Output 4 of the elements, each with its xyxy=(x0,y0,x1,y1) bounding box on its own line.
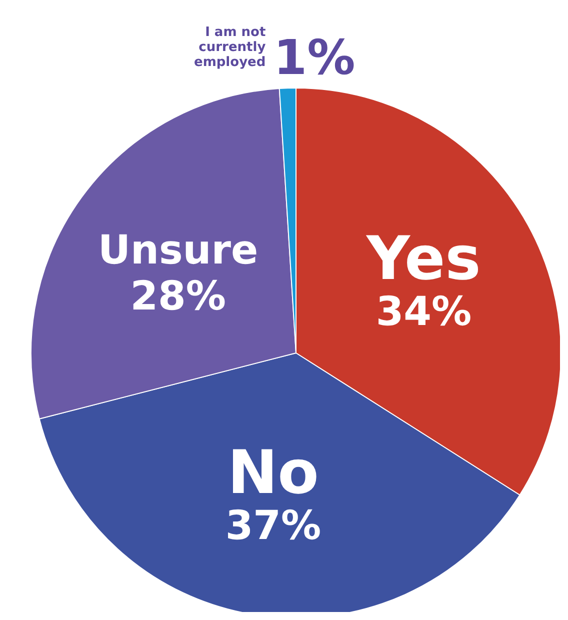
slice-label: Unsure xyxy=(98,227,258,274)
slice-label: I am not currently employed xyxy=(194,25,266,70)
data-label: 1% xyxy=(274,30,356,86)
data-label: 28% xyxy=(130,273,226,320)
